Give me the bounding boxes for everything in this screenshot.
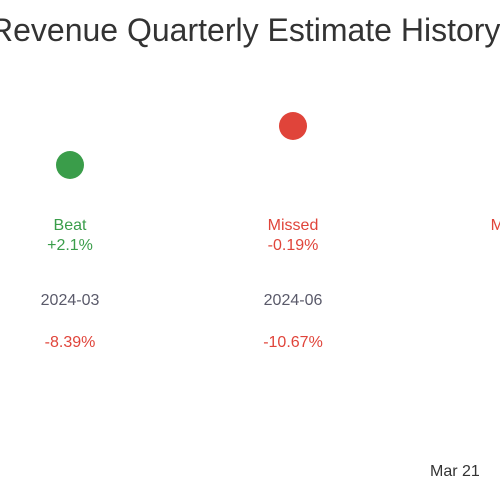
- price-change-label: -1: [436, 334, 500, 352]
- point-marker-missed: [279, 112, 307, 140]
- price-change-label: -8.39%: [44, 334, 96, 351]
- period-label: 20: [436, 292, 500, 310]
- surprise-label: -0.: [436, 237, 500, 255]
- surprise-label: -0.19%: [267, 237, 319, 254]
- status-label: Beat: [53, 217, 87, 234]
- chart-title: Revenue Quarterly Estimate History: [0, 12, 500, 48]
- period-label: 2024-06: [263, 292, 323, 309]
- status-label: Missed: [267, 217, 319, 234]
- price-change-label: -10.67%: [263, 334, 323, 351]
- period-label: 2024-03: [40, 292, 100, 309]
- point-marker-beat: [56, 151, 84, 179]
- status-label: Missed: [490, 217, 500, 234]
- footer-date: Mar 21: [430, 463, 480, 480]
- surprise-label: +2.1%: [47, 237, 93, 254]
